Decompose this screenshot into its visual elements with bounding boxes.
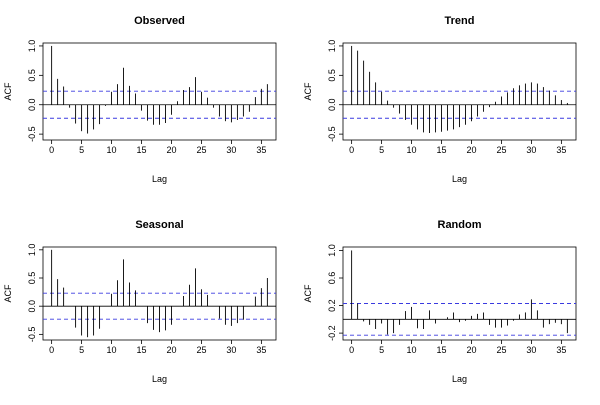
random-x-tick-label: 0	[349, 345, 354, 355]
trend-x-tick-label: 15	[437, 145, 447, 155]
observed-x-tick-label: 15	[137, 145, 147, 155]
trend-x-tick-label: 35	[556, 145, 566, 155]
seasonal-x-tick-label: 10	[107, 345, 117, 355]
observed-y-axis-label: ACF	[3, 82, 13, 101]
trend-x-axis-label: Lag	[452, 174, 467, 184]
trend-y-tick-label: 1.0	[327, 40, 337, 53]
seasonal-title: Seasonal	[135, 219, 183, 231]
trend-x-tick-label: 25	[496, 145, 506, 155]
trend-y-tick-label: 0.0	[327, 98, 337, 111]
seasonal-y-tick-label: 1.0	[27, 244, 37, 257]
seasonal-x-tick-label: 20	[166, 345, 176, 355]
random-x-tick-label: 5	[379, 345, 384, 355]
seasonal-y-tick-label: 0.0	[27, 300, 37, 313]
seasonal-x-axis-label: Lag	[152, 374, 167, 384]
seasonal-y-tick-label: 0.5	[27, 272, 37, 285]
observed-x-tick-label: 5	[79, 145, 84, 155]
observed-x-tick-label: 30	[226, 145, 236, 155]
trend-y-tick-label: 0.5	[327, 69, 337, 82]
observed-x-tick-label: 10	[107, 145, 117, 155]
trend-x-tick-label: 5	[379, 145, 384, 155]
observed-y-tick-label: 0.0	[27, 98, 37, 111]
seasonal-y-axis-label: ACF	[3, 284, 13, 303]
random-x-tick-label: 25	[496, 345, 506, 355]
random-x-tick-label: 15	[437, 345, 447, 355]
trend-y-axis-label: ACF	[303, 82, 313, 101]
random-y-tick-label: -0.2	[327, 325, 337, 341]
panel-random: Random 0 5 10 15 20 25 30 35 1.0 0.6 0.2 -0.2 Lag ACF	[303, 219, 577, 384]
observed-x-axis-label: Lag	[152, 174, 167, 184]
seasonal-x-tick-label: 5	[79, 345, 84, 355]
seasonal-x-tick-label: 0	[49, 345, 54, 355]
seasonal-x-tick-label: 15	[137, 345, 147, 355]
trend-x-tick-label: 0	[349, 145, 354, 155]
random-x-tick-label: 10	[407, 345, 417, 355]
trend-x-tick-label: 10	[407, 145, 417, 155]
observed-title: Observed	[134, 15, 185, 27]
random-y-axis-label: ACF	[303, 284, 313, 303]
observed-x-tick-label: 20	[166, 145, 176, 155]
seasonal-x-tick-label: 35	[256, 345, 266, 355]
seasonal-y-tick-label: -0.5	[27, 327, 37, 343]
random-x-tick-label: 20	[466, 345, 476, 355]
trend-title: Trend	[445, 15, 475, 27]
observed-x-tick-label: 35	[256, 145, 266, 155]
random-x-axis-label: Lag	[452, 374, 467, 384]
random-x-tick-label: 35	[556, 345, 566, 355]
trend-y-tick-label: -0.5	[327, 126, 337, 142]
observed-y-tick-label: -0.5	[27, 126, 37, 142]
trend-x-tick-label: 30	[526, 145, 536, 155]
observed-y-tick-label: 1.0	[27, 40, 37, 53]
seasonal-x-tick-label: 25	[196, 345, 206, 355]
observed-x-tick-label: 0	[49, 145, 54, 155]
random-y-tick-label: 0.2	[327, 299, 337, 312]
observed-y-tick-label: 0.5	[27, 69, 37, 82]
trend-x-tick-label: 20	[466, 145, 476, 155]
random-x-tick-label: 30	[526, 345, 536, 355]
random-y-tick-label: 0.6	[327, 272, 337, 285]
panel-trend: Trend 0 5 10 15 20 25 30 35 1.0 0.5 0.0 -0.5 Lag ACF	[303, 15, 577, 184]
observed-x-tick-label: 25	[196, 145, 206, 155]
random-plot-frame	[342, 246, 577, 341]
seasonal-x-tick-label: 30	[226, 345, 236, 355]
random-y-tick-label: 1.0	[327, 244, 337, 257]
panel-seasonal: Seasonal 0 5 10 15 20 25 30 35 1.0 0.5 0.0 -0.5 Lag AC…	[3, 219, 277, 384]
panel-observed: Observed 0 5 10 15 20 25 30 35 1.0 0.5 0.0 -0.5 Lag AC…	[3, 15, 277, 184]
random-title: Random	[438, 219, 482, 231]
